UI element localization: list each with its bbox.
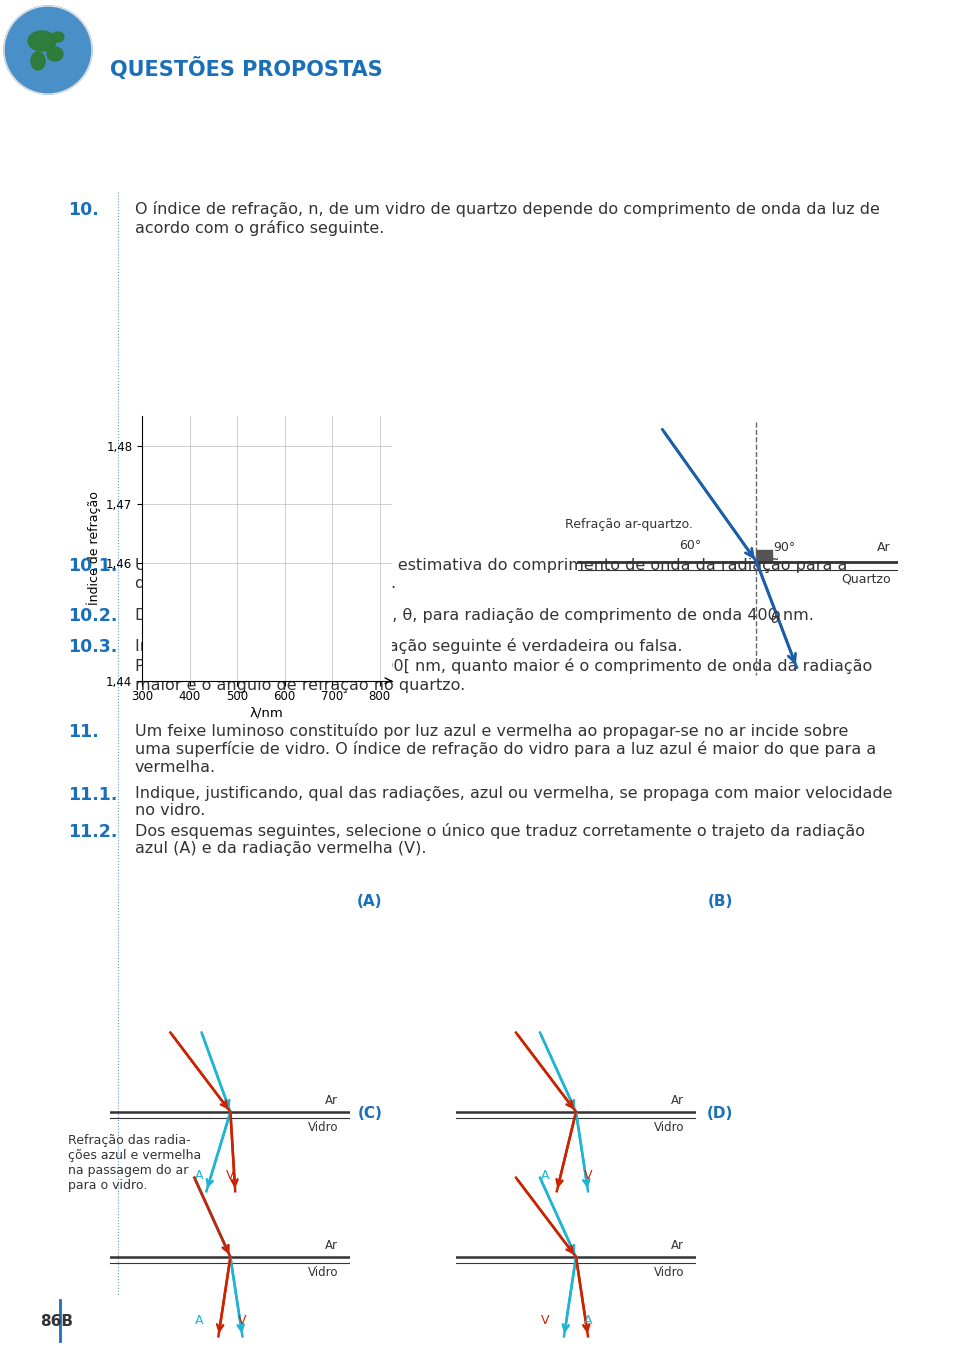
Text: QUESTÕES PROPOSTAS: QUESTÕES PROPOSTAS: [110, 57, 383, 80]
Text: Ar: Ar: [671, 1094, 684, 1106]
Text: Refração ar-quartzo.: Refração ar-quartzo.: [565, 518, 693, 532]
Text: 11.1.: 11.1.: [68, 785, 117, 804]
Text: O índice de refração, n, de um vidro de quartzo depende do comprimento de onda d: O índice de refração, n, de um vidro de …: [135, 201, 880, 236]
Text: 86B: 86B: [40, 1314, 73, 1329]
Text: Vidro: Vidro: [308, 1267, 338, 1279]
Text: Quartzo: Quartzo: [841, 572, 891, 586]
Text: Vidro: Vidro: [654, 1120, 684, 1134]
Text: V: V: [227, 1169, 234, 1182]
Text: 90°: 90°: [774, 541, 796, 555]
Text: 11.: 11.: [68, 723, 99, 740]
Y-axis label: Índice de refração: Índice de refração: [86, 492, 101, 605]
Text: Ar: Ar: [877, 541, 891, 553]
Text: Refração das radia-
ções azul e vermelha
na passagem do ar
para o vidro.: Refração das radia- ções azul e vermelha…: [68, 1134, 202, 1192]
Ellipse shape: [47, 47, 63, 61]
Ellipse shape: [28, 31, 56, 52]
Text: Indique, justificando, qual das radiações, azul ou vermelha, se propaga com maio: Indique, justificando, qual das radiaçõe…: [135, 785, 893, 818]
Text: V: V: [540, 1314, 549, 1328]
Text: Vidro: Vidro: [654, 1267, 684, 1279]
Text: Ar: Ar: [325, 1094, 338, 1106]
X-axis label: λ/nm: λ/nm: [250, 706, 284, 719]
Text: Determine o ângulo de refração, θ, para radiação de comprimento de onda 400 nm.: Determine o ângulo de refração, θ, para …: [135, 607, 814, 624]
Text: 11.2.: 11.2.: [68, 823, 117, 841]
Text: Dos esquemas seguintes, selecione o único que traduz corretamente o trajeto da r: Dos esquemas seguintes, selecione o únic…: [135, 823, 865, 856]
Circle shape: [4, 5, 92, 94]
Text: $\theta$: $\theta$: [770, 610, 781, 625]
Text: Utilizando uma régua, faça uma estimativa do comprimento de onda da radiação par: Utilizando uma régua, faça uma estimativ…: [135, 557, 848, 591]
Ellipse shape: [31, 52, 45, 71]
Text: Para a radiação visível ]400 ; 700[ nm, quanto maior é o comprimento de onda da : Para a radiação visível ]400 ; 700[ nm, …: [135, 658, 873, 693]
Text: 10.3.: 10.3.: [68, 637, 117, 656]
Text: Indique, justificando, se a afirmação seguinte é verdadeira ou falsa.: Indique, justificando, se a afirmação se…: [135, 637, 683, 654]
Text: 10.1.: 10.1.: [68, 557, 117, 575]
Ellipse shape: [52, 33, 64, 42]
Text: V: V: [584, 1169, 592, 1182]
Text: A: A: [584, 1314, 592, 1328]
Text: Física | Unidade 2 | Comunicações: Física | Unidade 2 | Comunicações: [110, 27, 325, 39]
Text: Índice de refração do quartzo: Índice de refração do quartzo: [142, 518, 327, 533]
Text: para diferentes radiações.: para diferentes radiações.: [142, 532, 307, 545]
Text: 10.: 10.: [68, 201, 99, 220]
Text: (B): (B): [708, 894, 732, 909]
Text: V: V: [238, 1314, 247, 1328]
Text: A: A: [540, 1169, 549, 1182]
Text: Ar: Ar: [671, 1239, 684, 1252]
Text: Vidro: Vidro: [308, 1120, 338, 1134]
Text: (A): (A): [357, 894, 383, 909]
Text: Ar: Ar: [325, 1239, 338, 1252]
Bar: [756, 549, 772, 561]
Text: (C): (C): [357, 1106, 382, 1121]
Text: (D): (D): [707, 1106, 733, 1121]
Text: Um feixe luminoso constituído por luz azul e vermelha ao propagar-se no ar incid: Um feixe luminoso constituído por luz az…: [135, 723, 876, 774]
Text: 60°: 60°: [679, 538, 702, 552]
Text: A: A: [195, 1169, 204, 1182]
Text: A: A: [195, 1314, 204, 1328]
Text: 10.2.: 10.2.: [68, 607, 117, 625]
